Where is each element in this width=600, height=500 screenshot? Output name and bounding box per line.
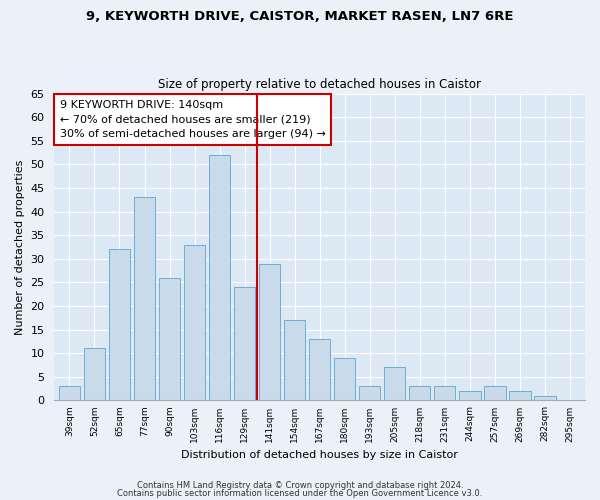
Bar [459, 391, 481, 400]
Bar [184, 244, 205, 400]
Bar [535, 396, 556, 400]
Y-axis label: Number of detached properties: Number of detached properties [15, 160, 25, 334]
Bar [234, 287, 255, 401]
Bar [509, 391, 530, 400]
Bar [209, 155, 230, 400]
X-axis label: Distribution of detached houses by size in Caistor: Distribution of detached houses by size … [181, 450, 458, 460]
Bar [159, 278, 180, 400]
Bar [284, 320, 305, 400]
Bar [134, 198, 155, 400]
Title: Size of property relative to detached houses in Caistor: Size of property relative to detached ho… [158, 78, 481, 91]
Text: Contains HM Land Registry data © Crown copyright and database right 2024.: Contains HM Land Registry data © Crown c… [137, 481, 463, 490]
Bar [334, 358, 355, 401]
Bar [109, 250, 130, 400]
Bar [59, 386, 80, 400]
Text: Contains public sector information licensed under the Open Government Licence v3: Contains public sector information licen… [118, 488, 482, 498]
Bar [259, 264, 280, 400]
Text: 9 KEYWORTH DRIVE: 140sqm
← 70% of detached houses are smaller (219)
30% of semi-: 9 KEYWORTH DRIVE: 140sqm ← 70% of detach… [60, 100, 326, 140]
Bar [84, 348, 105, 401]
Bar [359, 386, 380, 400]
Bar [484, 386, 506, 400]
Bar [309, 339, 331, 400]
Bar [409, 386, 430, 400]
Bar [384, 368, 406, 400]
Bar [434, 386, 455, 400]
Text: 9, KEYWORTH DRIVE, CAISTOR, MARKET RASEN, LN7 6RE: 9, KEYWORTH DRIVE, CAISTOR, MARKET RASEN… [86, 10, 514, 23]
